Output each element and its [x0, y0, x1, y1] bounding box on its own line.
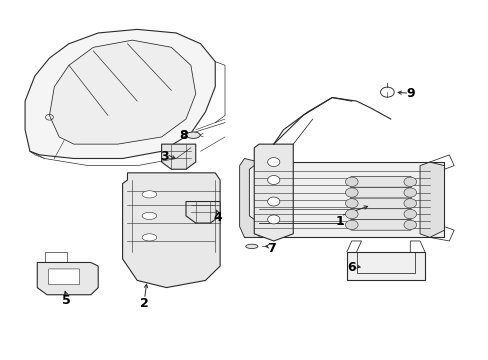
FancyBboxPatch shape [350, 209, 410, 220]
Circle shape [345, 220, 357, 229]
Ellipse shape [142, 191, 157, 198]
Circle shape [403, 199, 416, 208]
Ellipse shape [186, 132, 200, 138]
FancyBboxPatch shape [350, 198, 410, 209]
Ellipse shape [245, 244, 257, 248]
Text: 1: 1 [334, 215, 343, 228]
FancyBboxPatch shape [350, 220, 410, 230]
Ellipse shape [267, 215, 279, 224]
Ellipse shape [267, 176, 279, 184]
Polygon shape [254, 144, 293, 241]
Ellipse shape [267, 197, 279, 206]
Polygon shape [122, 173, 220, 288]
Circle shape [345, 210, 357, 219]
Polygon shape [37, 262, 98, 295]
FancyBboxPatch shape [350, 176, 410, 187]
Circle shape [345, 177, 357, 186]
Ellipse shape [142, 212, 157, 220]
Text: 6: 6 [347, 261, 355, 274]
Polygon shape [419, 162, 444, 237]
Polygon shape [25, 30, 215, 158]
Circle shape [345, 188, 357, 197]
Polygon shape [185, 202, 220, 223]
Polygon shape [346, 252, 424, 280]
FancyBboxPatch shape [350, 187, 410, 198]
Polygon shape [49, 40, 195, 144]
Text: 8: 8 [179, 129, 187, 142]
Polygon shape [239, 158, 259, 237]
FancyBboxPatch shape [48, 269, 80, 285]
Text: 9: 9 [405, 87, 414, 100]
Text: 2: 2 [140, 297, 149, 310]
Circle shape [403, 188, 416, 197]
Circle shape [403, 220, 416, 229]
Polygon shape [244, 162, 444, 237]
Text: 4: 4 [213, 211, 222, 224]
Ellipse shape [142, 234, 157, 241]
Text: 7: 7 [266, 242, 275, 255]
Ellipse shape [267, 158, 279, 167]
Text: 5: 5 [62, 294, 71, 307]
Polygon shape [161, 144, 195, 169]
Text: 3: 3 [160, 150, 168, 163]
Circle shape [403, 210, 416, 219]
Circle shape [403, 177, 416, 186]
Circle shape [345, 199, 357, 208]
